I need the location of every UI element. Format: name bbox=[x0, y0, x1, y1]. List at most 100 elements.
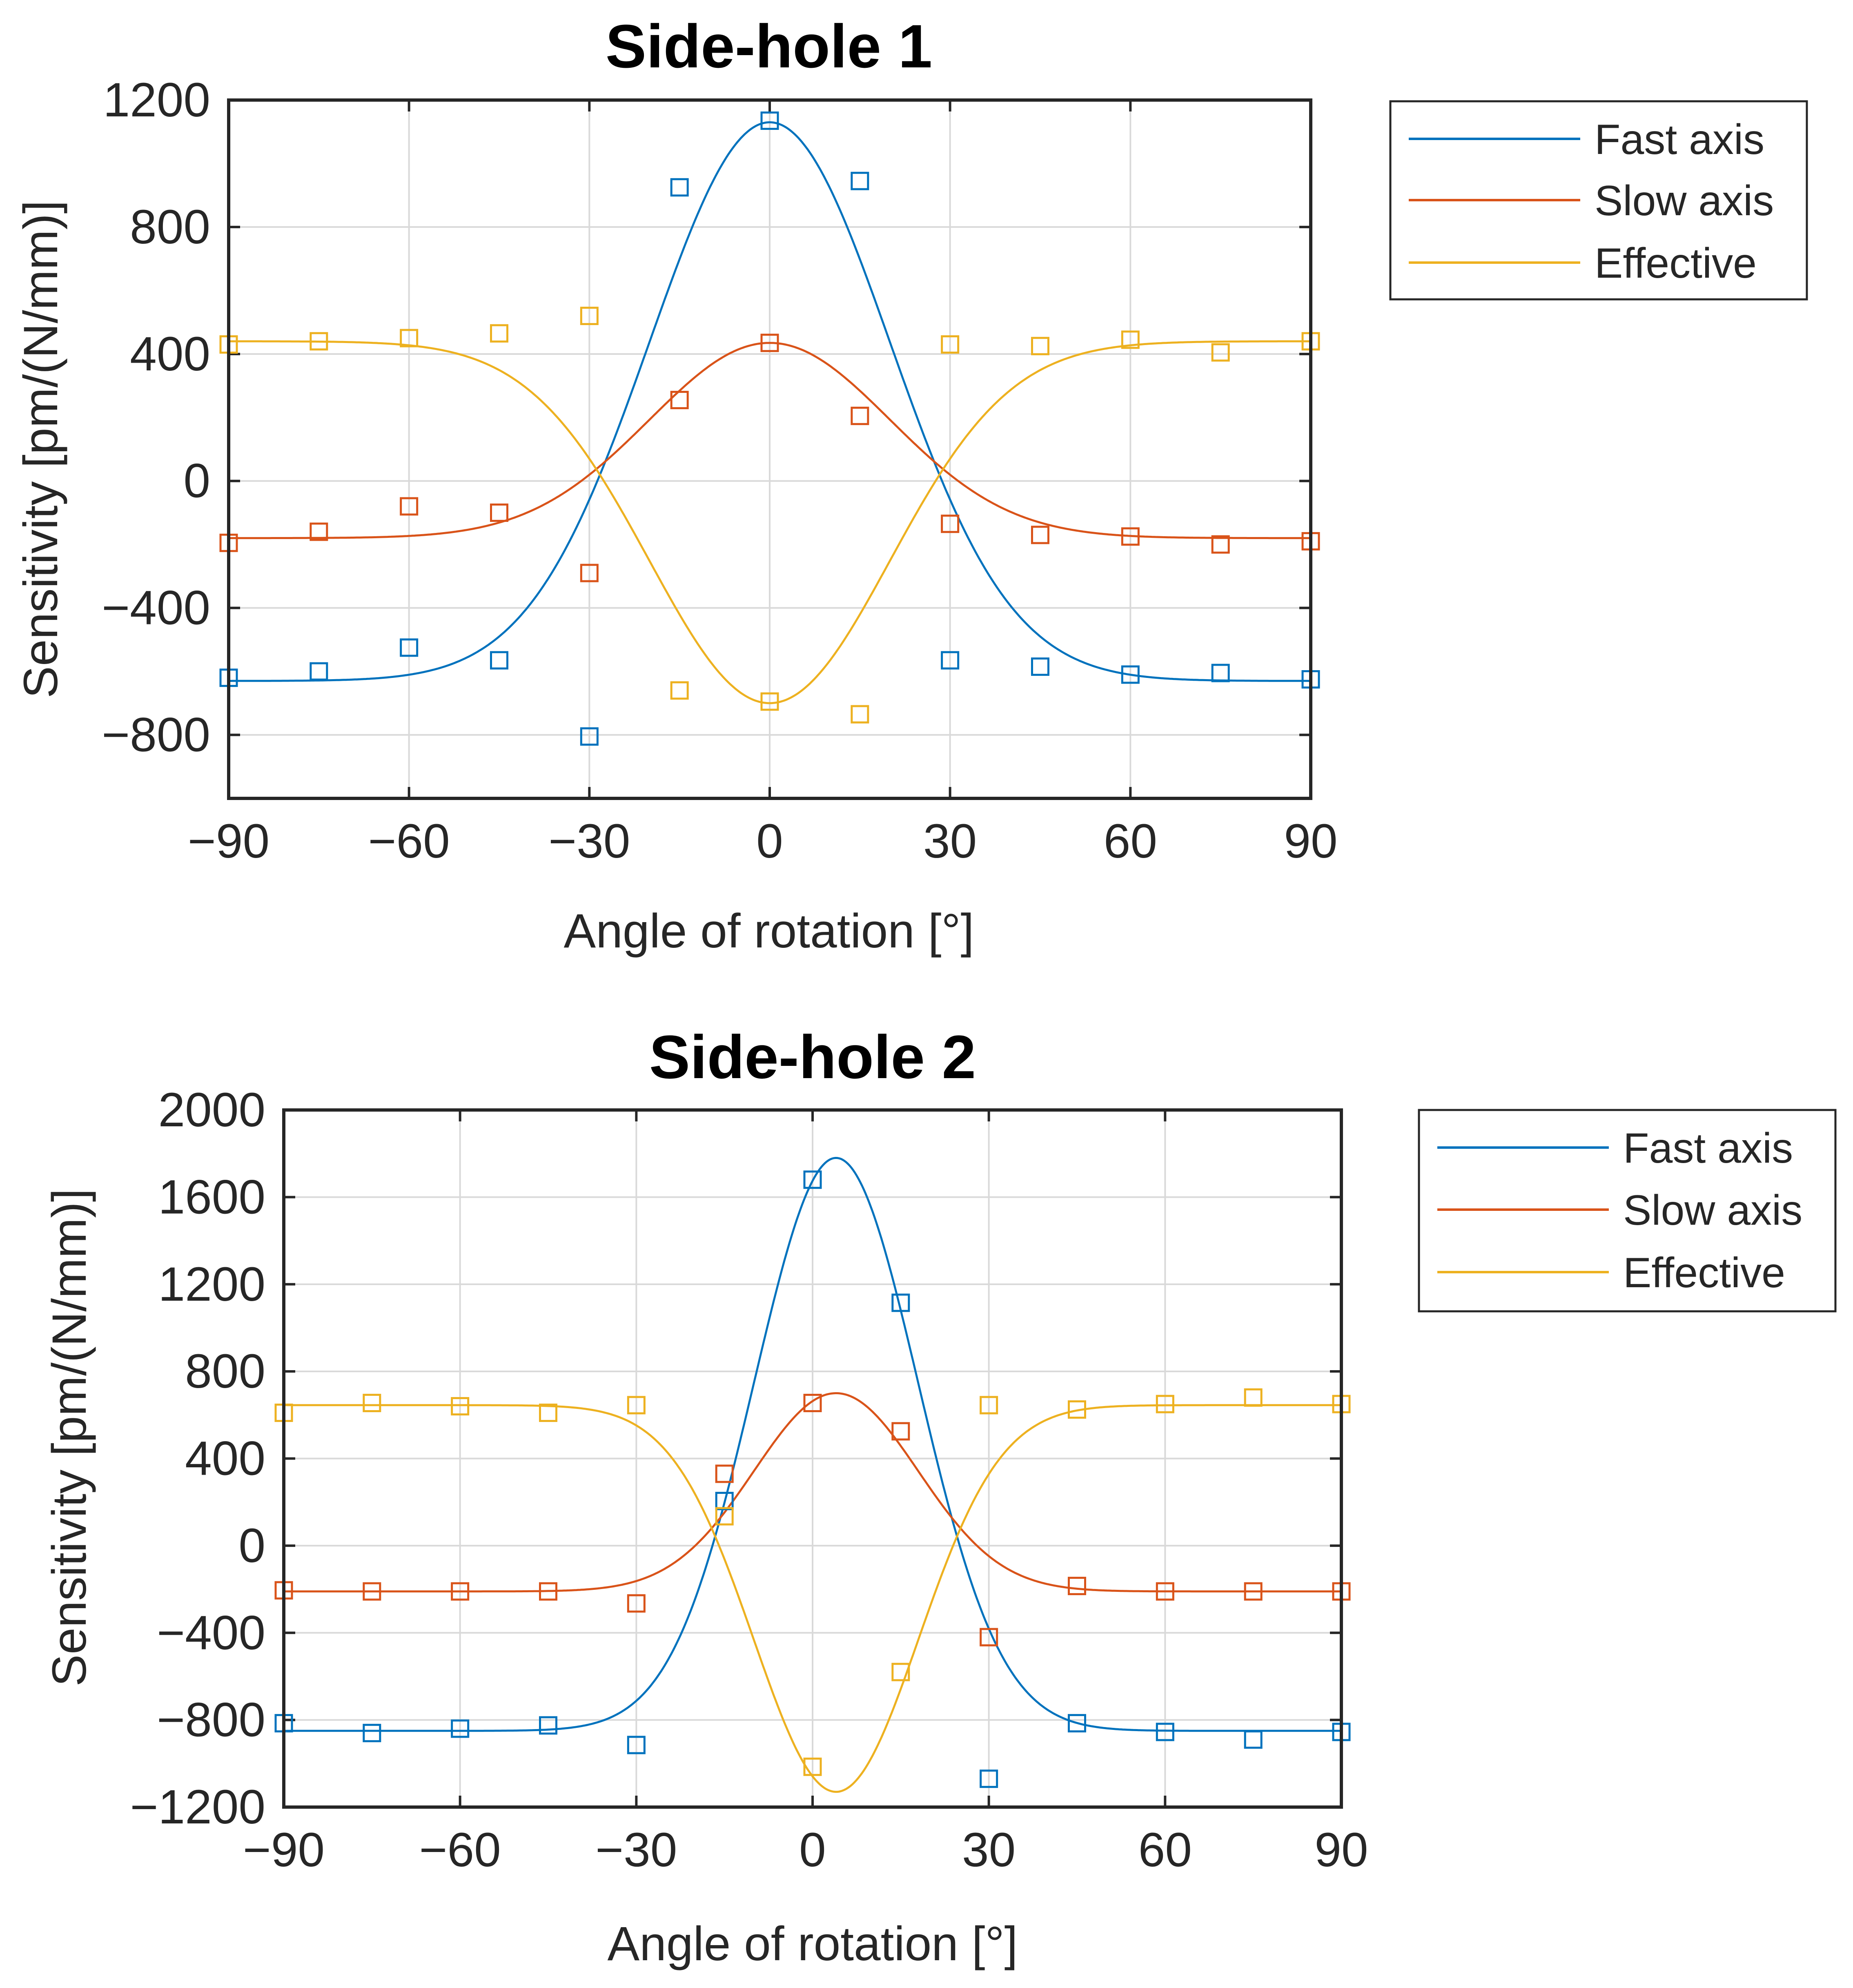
fit-curve-fast bbox=[229, 121, 1311, 682]
data-point-slow bbox=[580, 564, 599, 582]
data-point-slow bbox=[803, 1393, 822, 1412]
data-point-fast bbox=[1156, 1723, 1174, 1741]
y-tick-label: 800 bbox=[130, 200, 210, 254]
x-tick-labels: −90 −60 −30 0 30 60 90 bbox=[188, 814, 1338, 868]
data-point-effective bbox=[451, 1397, 470, 1415]
legend: Fast axis Slow axis Effective bbox=[1389, 100, 1808, 301]
data-point-effective bbox=[1068, 1400, 1086, 1419]
data-point-fast bbox=[980, 1770, 998, 1788]
data-point-slow bbox=[451, 1582, 470, 1601]
data-point-fast bbox=[1211, 664, 1230, 682]
x-tick-label: −30 bbox=[595, 1823, 677, 1877]
y-tick-label: 0 bbox=[183, 454, 210, 508]
data-point-slow bbox=[1121, 527, 1140, 546]
x-tick-label: 30 bbox=[923, 814, 977, 868]
x-tick-label: 90 bbox=[1314, 1823, 1368, 1877]
data-point-effective bbox=[539, 1403, 557, 1422]
fit-curve-slow bbox=[284, 1392, 1341, 1593]
x-tick-label: 60 bbox=[1138, 1823, 1192, 1877]
data-point-slow bbox=[715, 1464, 734, 1483]
x-tick-labels: −90 −60 −30 0 30 60 90 bbox=[243, 1823, 1368, 1877]
data-point-slow bbox=[941, 515, 960, 533]
data-point-effective bbox=[1031, 337, 1049, 355]
data-point-fast bbox=[400, 638, 419, 657]
data-point-effective bbox=[715, 1507, 734, 1526]
data-point-effective bbox=[400, 329, 419, 348]
x-tick-label: 60 bbox=[1104, 814, 1157, 868]
y-tick-label: 400 bbox=[185, 1432, 265, 1486]
data-point-slow bbox=[1156, 1582, 1174, 1601]
x-tick-label: −60 bbox=[419, 1823, 501, 1877]
data-point-effective bbox=[1121, 330, 1140, 349]
axes-box bbox=[282, 1108, 1343, 1809]
legend-label-slow: Slow axis bbox=[1623, 1187, 1802, 1234]
data-point-fast bbox=[451, 1719, 470, 1738]
data-point-slow bbox=[1031, 526, 1049, 544]
y-tick-label: −400 bbox=[157, 1606, 265, 1660]
data-point-fast bbox=[1031, 657, 1049, 676]
data-point-fast bbox=[363, 1724, 381, 1743]
fit-curve-slow bbox=[229, 342, 1311, 539]
data-point-fast bbox=[760, 111, 779, 130]
data-point-slow bbox=[670, 391, 689, 410]
data-point-slow bbox=[363, 1582, 381, 1601]
data-point-fast bbox=[891, 1293, 910, 1312]
y-tick-labels: −1200 −800 −400 0 400 800 1200 1600 2000 bbox=[130, 1083, 265, 1834]
data-point-fast bbox=[941, 651, 960, 670]
legend-label-effective: Effective bbox=[1595, 240, 1757, 287]
data-point-effective bbox=[670, 681, 689, 700]
data-point-slow bbox=[310, 522, 328, 541]
grid bbox=[283, 1109, 1343, 1808]
data-point-effective bbox=[851, 705, 869, 724]
data-point-fast bbox=[1121, 665, 1140, 684]
data-point-effective bbox=[363, 1393, 381, 1412]
data-point-slow bbox=[539, 1582, 557, 1601]
data-point-slow bbox=[760, 334, 779, 352]
x-tick-label: 30 bbox=[962, 1823, 1016, 1877]
data-point-effective bbox=[941, 335, 960, 354]
chart-title: Side-hole 2 bbox=[649, 1023, 976, 1091]
x-tick-label: 0 bbox=[756, 814, 783, 868]
x-axis-label: Angle of rotation [°] bbox=[564, 904, 974, 958]
data-point-effective bbox=[980, 1396, 998, 1415]
data-point-slow bbox=[1244, 1582, 1263, 1601]
y-tick-label: −1200 bbox=[130, 1780, 265, 1834]
data-point-effective bbox=[1244, 1388, 1263, 1407]
data-point-fast bbox=[1244, 1730, 1263, 1749]
x-tick-label: −90 bbox=[188, 814, 269, 868]
data-point-effective bbox=[490, 324, 508, 343]
data-point-fast bbox=[539, 1716, 557, 1735]
data-point-slow bbox=[1211, 535, 1230, 554]
y-tick-label: −800 bbox=[157, 1693, 265, 1747]
y-tick-label: 1600 bbox=[158, 1170, 265, 1224]
data-point-slow bbox=[400, 497, 419, 516]
data-point-slow bbox=[851, 406, 869, 425]
x-axis-label: Angle of rotation [°] bbox=[608, 1917, 1018, 1971]
y-tick-label: −800 bbox=[102, 708, 210, 762]
data-point-effective bbox=[1156, 1395, 1174, 1413]
data-point-slow bbox=[627, 1594, 646, 1613]
y-tick-label: 1200 bbox=[103, 73, 210, 127]
chart-side-hole-1: Side-hole 1 −90 −60 −30 0 30 60 90 −800 −400 0 40… bbox=[14, 12, 1808, 958]
legend-label-effective: Effective bbox=[1623, 1249, 1785, 1297]
chart-title: Side-hole 1 bbox=[606, 12, 932, 80]
data-point-effective bbox=[580, 307, 599, 325]
data-point-fast bbox=[851, 172, 869, 190]
y-tick-label: 800 bbox=[185, 1344, 265, 1398]
data-point-slow bbox=[891, 1422, 910, 1441]
y-tick-label: 0 bbox=[238, 1519, 265, 1573]
data-point-fast bbox=[803, 1170, 822, 1189]
data-point-fast bbox=[715, 1492, 734, 1511]
legend-label-fast: Fast axis bbox=[1623, 1125, 1793, 1172]
data-point-fast bbox=[580, 727, 599, 746]
x-tick-label: −90 bbox=[243, 1823, 325, 1877]
data-point-effective bbox=[760, 692, 779, 711]
data-point-slow bbox=[980, 1628, 998, 1647]
data-point-effective bbox=[627, 1396, 646, 1415]
data-point-fast bbox=[627, 1736, 646, 1754]
data-point-effective bbox=[891, 1663, 910, 1681]
y-axis-label: Sensitivity [pm/(N/mm)] bbox=[14, 200, 68, 698]
x-tick-label: −60 bbox=[368, 814, 450, 868]
